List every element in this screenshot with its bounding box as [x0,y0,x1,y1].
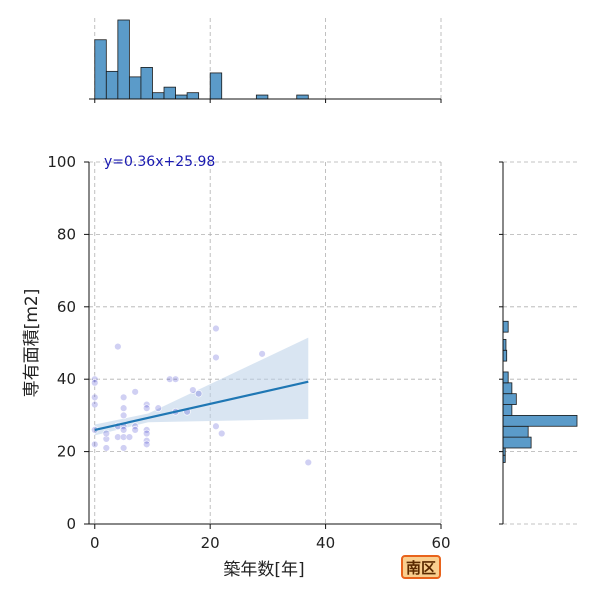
y-axis-label: 専有面積[m2] [22,289,42,398]
scatter-point [119,433,128,441]
top-hist-bar [175,94,188,100]
right-hist-bar [502,393,517,405]
scatter-point [258,350,266,358]
y-tick-label: 60 [57,298,76,316]
scatter-point [91,400,99,409]
top-hist-bar [152,92,165,100]
x-tick-label: 40 [316,534,335,552]
scatter-point [154,404,162,412]
scatter-point [194,389,203,398]
main-grid [89,161,442,525]
right-hist-bar [502,404,513,416]
right-hist-bar [502,371,509,384]
top-hist-bar [209,72,223,100]
top-hist-bar [117,19,130,100]
regression-layer [94,380,309,432]
x-axis-label: 築年数[年] [223,560,304,580]
top-marginal-histogram [89,18,442,103]
top-hist-bar [105,70,119,100]
scatter-point [131,388,139,396]
top-hist-bar [128,76,142,100]
scatter-point [125,433,134,441]
scatter-point [91,440,99,449]
y-tick-label: 40 [57,370,76,388]
regression-equation: y=0.36x+25.98 [104,154,215,170]
scatter-point [119,444,128,452]
scatter-point [166,375,174,383]
main-axes: 0 20 40 60 0 20 40 60 80 100 [47,153,450,552]
scatter-point [102,429,111,438]
scatter-point [119,411,128,420]
scatter-point [304,458,312,467]
confidence-band-layer [94,337,309,436]
top-hist-bar [255,94,269,100]
top-hist-bar [140,67,153,100]
y-tick-label: 0 [66,515,76,533]
y-tick-label: 20 [57,443,76,461]
scatter-point [91,393,99,401]
right-hist-bar [502,382,513,395]
scatter-point [119,426,128,434]
y-tick-label: 100 [47,153,76,171]
scatter-point [102,444,111,452]
scatter-point [212,422,220,430]
top-hist-bar [296,94,309,100]
regression-line [94,380,309,432]
right-marginal-histogram [499,161,578,525]
scatter-point [114,433,122,441]
y-tick-label: 80 [57,225,76,243]
scatter-point [218,429,226,438]
scatter-point [91,379,99,387]
right-hist-bar [502,436,532,449]
scatter-point [102,435,111,443]
right-hist-bar [502,349,508,362]
scatter-point [171,375,180,383]
right-hist-bar [502,320,509,333]
x-tick-label: 20 [201,534,220,552]
scatter-point [119,404,128,412]
right-hist-bar [502,414,578,427]
top-hist-bar [94,39,107,100]
scatter-point [143,404,151,412]
scatter-point [212,324,220,333]
scatter-point [143,440,151,449]
scatter-point [143,429,151,438]
x-tick-label: 0 [90,534,100,552]
scatter-point [114,342,122,351]
right-hist-bar [502,425,529,438]
scatter-point [189,386,197,394]
top-hist-bar [163,86,176,100]
scatter-point [212,353,220,362]
scatter-point [131,426,139,434]
top-hist-bar [186,92,200,100]
scatter-point [119,393,128,401]
x-tick-label: 60 [431,534,450,552]
scatter-points [91,324,312,467]
district-badge: 南区 [401,555,441,579]
confidence-band [94,337,309,436]
